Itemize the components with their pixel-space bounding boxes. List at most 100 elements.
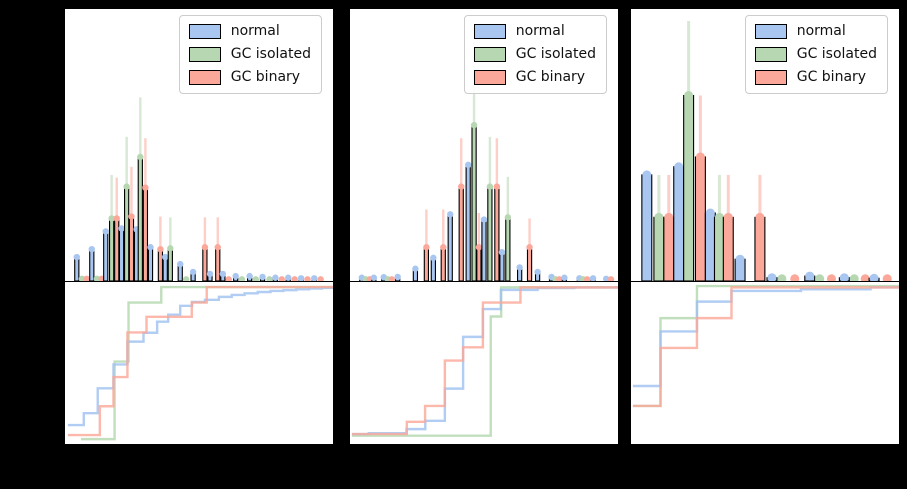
legend-item-gc-binary: GC binary xyxy=(754,69,877,86)
hist-bar-normal xyxy=(430,257,436,281)
hist-marker-gc_isolated xyxy=(78,275,86,281)
legend-label-normal: normal xyxy=(796,23,846,39)
hist-marker-normal xyxy=(561,274,568,281)
hist-marker-normal xyxy=(516,264,523,271)
hist-bar-normal xyxy=(447,213,453,281)
hist-marker-normal xyxy=(219,270,227,278)
hist-marker-gc_binary xyxy=(278,276,286,281)
hist-bar-gc_binary xyxy=(440,246,446,281)
hist-bar-gc_isolated xyxy=(505,216,511,281)
legend-swatch-gc-binary xyxy=(188,70,221,85)
legend-item-gc-isolated: GC isolated xyxy=(473,46,596,63)
hist-marker-normal xyxy=(839,273,849,281)
cdf-plot-3 xyxy=(632,284,899,408)
hist-marker-gc_isolated xyxy=(486,183,494,190)
histogram-plot-2 xyxy=(358,41,615,281)
hist-marker-gc_binary xyxy=(826,274,836,281)
hist-marker-gc_isolated xyxy=(167,245,174,252)
hist-marker-gc_binary xyxy=(723,212,733,222)
hist-marker-normal xyxy=(602,275,610,281)
hist-marker-gc_binary xyxy=(493,183,501,190)
hist-marker-gc_binary xyxy=(113,215,120,222)
cdf-curve-normal xyxy=(67,286,333,427)
hist-bar-normal xyxy=(162,256,168,281)
hist-marker-normal xyxy=(464,161,472,169)
cdf-curve-gc_binary xyxy=(67,285,333,437)
legend-2: normal GC isolated GC binary xyxy=(463,15,607,94)
hist-bar-normal xyxy=(465,164,471,281)
hist-marker-normal xyxy=(767,273,777,281)
hist-marker-normal xyxy=(259,273,266,281)
legend-swatch-normal xyxy=(188,24,221,39)
cdf-axes-2 xyxy=(349,282,619,445)
hist-bar-normal xyxy=(103,230,109,281)
hist-marker-gc_isolated xyxy=(266,276,273,281)
hist-marker-gc_isolated xyxy=(714,212,724,222)
hist-marker-gc_binary xyxy=(304,276,311,281)
hist-marker-normal xyxy=(642,170,652,180)
hist-marker-normal xyxy=(189,268,197,276)
legend-item-normal: normal xyxy=(188,23,311,40)
hist-bar-gc_isolated xyxy=(109,217,115,281)
hist-marker-normal xyxy=(206,270,214,278)
cdf-plot-2 xyxy=(351,286,618,437)
histogram-axes-3: normal GC isolated GC binary xyxy=(630,8,900,282)
hist-marker-gc_binary xyxy=(526,244,533,251)
legend-label-gc-isolated: GC isolated xyxy=(515,46,596,62)
cdf-axes-3 xyxy=(630,282,900,445)
hist-bar-gc_isolated xyxy=(471,124,477,281)
hist-bar-normal xyxy=(673,166,685,281)
hist-marker-normal xyxy=(177,260,184,268)
legend-item-normal: normal xyxy=(473,23,596,40)
hist-marker-normal xyxy=(412,265,419,272)
hist-bar-gc_binary xyxy=(526,246,533,281)
cdf-plot-1 xyxy=(67,285,333,441)
hist-marker-gc_isolated xyxy=(238,276,246,281)
legend-1: normal GC isolated GC binary xyxy=(178,15,322,94)
hist-marker-normal xyxy=(88,245,96,253)
hist-marker-gc_binary xyxy=(142,184,149,191)
hist-marker-normal xyxy=(805,271,815,281)
hist-bar-gc_binary xyxy=(157,248,164,281)
hist-marker-gc_isolated xyxy=(849,274,859,281)
hist-marker-normal xyxy=(246,272,253,280)
hist-bar-gc_isolated xyxy=(167,247,173,281)
hist-bar-gc_binary xyxy=(458,186,464,281)
hist-marker-gc_isolated xyxy=(123,183,130,190)
hist-marker-gc_binary xyxy=(475,244,483,251)
hist-marker-gc_isolated xyxy=(815,274,825,281)
hist-bar-gc_binary xyxy=(494,186,500,281)
hist-marker-gc_binary xyxy=(556,276,563,281)
hist-marker-normal xyxy=(498,248,506,256)
hist-bar-gc_isolated xyxy=(124,186,130,281)
hist-marker-normal xyxy=(297,275,305,281)
hist-marker-gc_isolated xyxy=(108,215,115,222)
hist-marker-gc_isolated xyxy=(504,214,512,221)
hist-bar-gc_binary xyxy=(754,216,766,281)
hist-bar-gc_binary xyxy=(694,156,706,281)
legend-label-gc-binary: GC binary xyxy=(515,69,586,85)
hist-bar-gc_binary xyxy=(476,246,482,281)
hist-marker-normal xyxy=(311,275,318,281)
hist-bar-gc_binary xyxy=(114,217,120,281)
hist-marker-normal xyxy=(447,211,454,218)
cdf-curve-gc_isolated xyxy=(632,284,899,408)
hist-bar-normal xyxy=(499,251,505,281)
hist-marker-gc_binary xyxy=(790,274,800,281)
hist-marker-normal xyxy=(480,216,488,223)
hist-marker-gc_binary xyxy=(317,276,324,281)
legend-3: normal GC isolated GC binary xyxy=(744,15,888,94)
hist-marker-gc_isolated xyxy=(654,212,664,222)
hist-bar-normal xyxy=(481,218,487,281)
legend-swatch-gc-isolated xyxy=(754,47,787,62)
legend-swatch-gc-isolated xyxy=(188,47,221,62)
legend-item-gc-binary: GC binary xyxy=(188,69,311,86)
hist-bar-normal xyxy=(704,212,716,281)
hist-marker-gc_isolated xyxy=(470,121,478,129)
hist-marker-gc_binary xyxy=(201,244,209,251)
cdf-curve-normal xyxy=(632,286,899,388)
cdf-curve-gc_binary xyxy=(632,286,899,408)
hist-marker-normal xyxy=(705,208,715,218)
legend-label-gc-isolated: GC isolated xyxy=(796,46,877,62)
